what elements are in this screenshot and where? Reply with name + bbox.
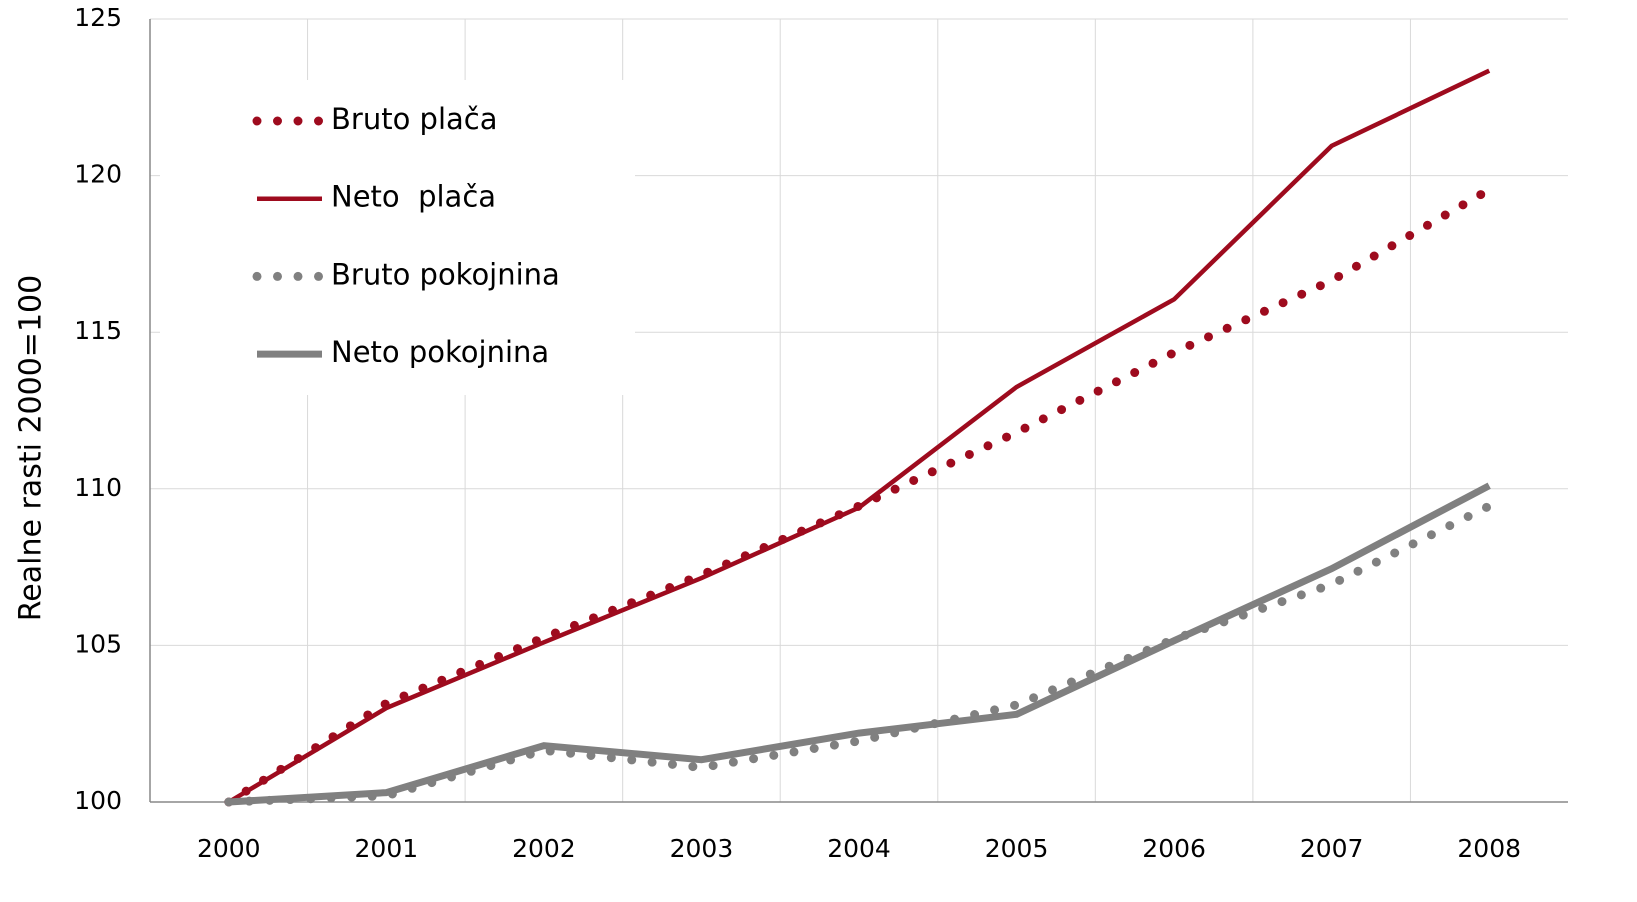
y-tick-label: 115 xyxy=(74,316,122,345)
legend-label: Bruto pokojnina xyxy=(331,257,560,291)
y-tick-label: 105 xyxy=(74,629,122,658)
x-tick-label: 2003 xyxy=(670,834,734,863)
series-line xyxy=(224,501,1494,807)
legend-label: Neto pokojnina xyxy=(331,335,549,369)
y-axis-title: Realne rasti 2000=100 xyxy=(14,275,49,621)
legend-box xyxy=(160,80,635,395)
y-tick-label: 120 xyxy=(74,160,122,189)
x-tick-label: 2005 xyxy=(985,834,1049,863)
y-tick-label: 100 xyxy=(74,786,122,815)
legend-label: Neto plača xyxy=(331,180,496,214)
x-tick-label: 2007 xyxy=(1300,834,1364,863)
y-tick-label: 110 xyxy=(74,473,122,502)
x-tick-label: 2006 xyxy=(1142,834,1206,863)
x-tick-label: 2008 xyxy=(1457,834,1521,863)
x-tick-label: 2000 xyxy=(197,834,261,863)
series-line xyxy=(227,68,1491,804)
x-tick-label: 2004 xyxy=(827,834,891,863)
x-tick-label: 2002 xyxy=(512,834,576,863)
series-line xyxy=(228,482,1491,806)
y-tick-label: 125 xyxy=(74,3,122,32)
x-tick-label: 2001 xyxy=(355,834,419,863)
legend-label: Bruto plača xyxy=(331,102,497,136)
